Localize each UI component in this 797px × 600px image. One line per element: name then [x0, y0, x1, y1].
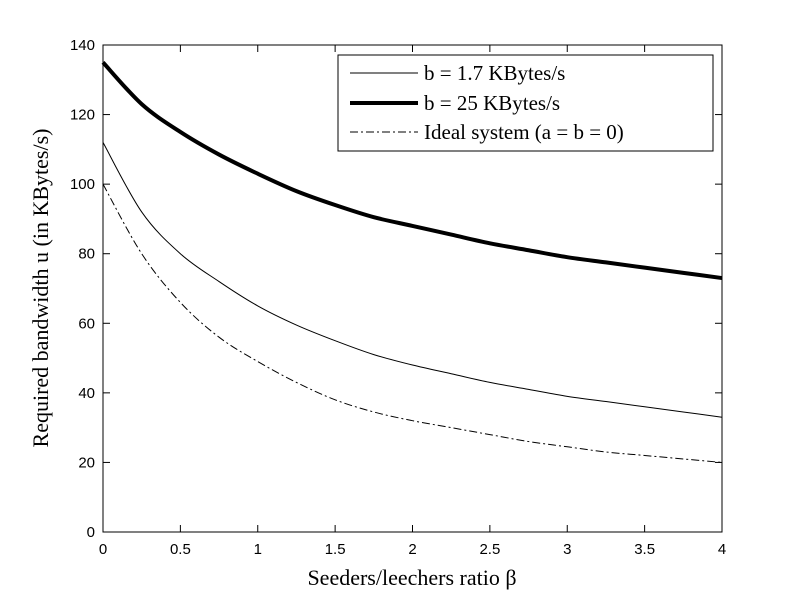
x-tick-label: 1: [254, 541, 262, 558]
y-tick-label: 120: [70, 107, 95, 124]
x-tick-label: 0: [99, 541, 107, 558]
legend-entry-ideal: Ideal system (a = b = 0): [424, 120, 624, 144]
y-tick-label: 20: [78, 454, 95, 471]
x-tick-label: 3.5: [634, 541, 655, 558]
series-line-1: [101, 61, 723, 281]
y-axis-label: Required bandwidth u (in KBytes/s): [28, 129, 53, 448]
y-tick-label: 80: [78, 246, 95, 263]
y-tick-label: 100: [70, 176, 95, 193]
x-tick-label: 2.5: [479, 541, 500, 558]
y-tick-label: 60: [78, 315, 95, 332]
x-tick-label: 2: [408, 541, 416, 558]
x-tick-label: 3: [563, 541, 571, 558]
legend-entry-b-1-7: b = 1.7 KBytes/s: [424, 61, 565, 85]
x-axis-label: Seeders/leechers ratio β: [307, 565, 516, 590]
x-tick-label: 4: [718, 541, 726, 558]
legend-entry-b-25: b = 25 KBytes/s: [424, 91, 560, 115]
y-tick-label: 140: [70, 37, 95, 54]
series-lines: [101, 61, 723, 463]
y-tick-label: 0: [87, 524, 95, 541]
x-tick-label: 0.5: [170, 541, 191, 558]
x-tick-label: 1.5: [325, 541, 346, 558]
axis-ticks: [102, 44, 723, 533]
series-line-0: [102, 142, 723, 418]
y-tick-label: 40: [78, 385, 95, 402]
series-line-2: [102, 183, 723, 463]
legend: b = 1.7 KBytes/s b = 25 KBytes/s Ideal s…: [337, 54, 714, 152]
